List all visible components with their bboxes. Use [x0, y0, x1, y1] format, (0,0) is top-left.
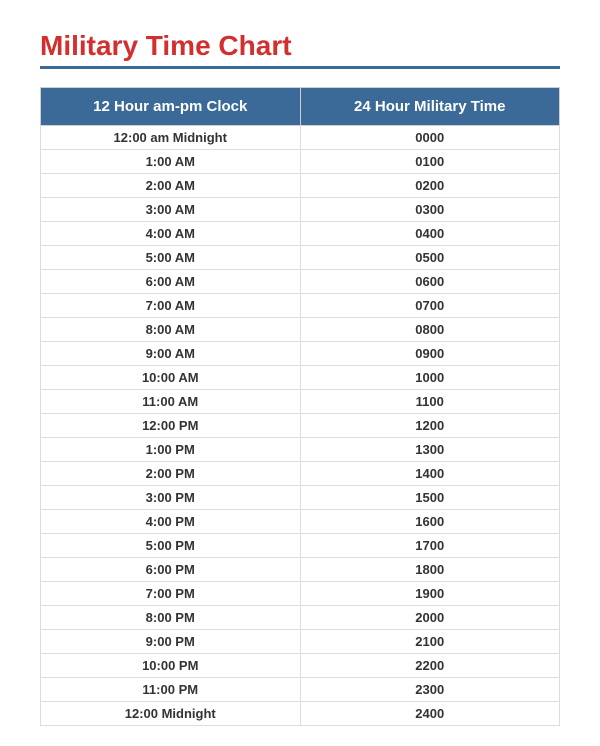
cell-24hour: 2300	[300, 678, 560, 702]
table-row: 6:00 PM1800	[41, 558, 560, 582]
cell-12hour: 1:00 PM	[41, 438, 301, 462]
cell-24hour: 2000	[300, 606, 560, 630]
cell-12hour: 8:00 AM	[41, 318, 301, 342]
cell-12hour: 9:00 AM	[41, 342, 301, 366]
cell-24hour: 1600	[300, 510, 560, 534]
table-row: 5:00 PM1700	[41, 534, 560, 558]
table-row: 3:00 PM1500	[41, 486, 560, 510]
cell-12hour: 1:00 AM	[41, 150, 301, 174]
cell-12hour: 6:00 AM	[41, 270, 301, 294]
cell-24hour: 0200	[300, 174, 560, 198]
cell-24hour: 0600	[300, 270, 560, 294]
table-row: 12:00 Midnight2400	[41, 702, 560, 726]
cell-12hour: 3:00 PM	[41, 486, 301, 510]
cell-24hour: 0100	[300, 150, 560, 174]
cell-12hour: 12:00 am Midnight	[41, 126, 301, 150]
table-row: 11:00 PM2300	[41, 678, 560, 702]
table-row: 8:00 AM0800	[41, 318, 560, 342]
cell-12hour: 10:00 AM	[41, 366, 301, 390]
cell-12hour: 12:00 PM	[41, 414, 301, 438]
cell-24hour: 0300	[300, 198, 560, 222]
table-row: 12:00 am Midnight0000	[41, 126, 560, 150]
cell-24hour: 1800	[300, 558, 560, 582]
cell-24hour: 1000	[300, 366, 560, 390]
table-row: 4:00 PM1600	[41, 510, 560, 534]
column-header-24hour: 24 Hour Military Time	[300, 88, 560, 126]
cell-12hour: 3:00 AM	[41, 198, 301, 222]
cell-24hour: 1700	[300, 534, 560, 558]
table-row: 12:00 PM1200	[41, 414, 560, 438]
cell-24hour: 1100	[300, 390, 560, 414]
cell-24hour: 0900	[300, 342, 560, 366]
cell-12hour: 5:00 AM	[41, 246, 301, 270]
table-row: 1:00 PM1300	[41, 438, 560, 462]
cell-12hour: 10:00 PM	[41, 654, 301, 678]
table-row: 10:00 AM1000	[41, 366, 560, 390]
cell-12hour: 9:00 PM	[41, 630, 301, 654]
table-row: 6:00 AM0600	[41, 270, 560, 294]
table-row: 11:00 AM1100	[41, 390, 560, 414]
cell-24hour: 0500	[300, 246, 560, 270]
cell-24hour: 1500	[300, 486, 560, 510]
cell-12hour: 11:00 AM	[41, 390, 301, 414]
cell-12hour: 8:00 PM	[41, 606, 301, 630]
cell-12hour: 4:00 PM	[41, 510, 301, 534]
cell-12hour: 2:00 PM	[41, 462, 301, 486]
table-row: 9:00 PM2100	[41, 630, 560, 654]
page-title: Military Time Chart	[40, 30, 560, 69]
cell-12hour: 11:00 PM	[41, 678, 301, 702]
cell-24hour: 1400	[300, 462, 560, 486]
cell-24hour: 2100	[300, 630, 560, 654]
cell-12hour: 4:00 AM	[41, 222, 301, 246]
cell-24hour: 0400	[300, 222, 560, 246]
table-row: 4:00 AM0400	[41, 222, 560, 246]
cell-24hour: 0800	[300, 318, 560, 342]
cell-12hour: 5:00 PM	[41, 534, 301, 558]
table-row: 9:00 AM0900	[41, 342, 560, 366]
table-row: 8:00 PM2000	[41, 606, 560, 630]
cell-12hour: 7:00 PM	[41, 582, 301, 606]
table-row: 1:00 AM0100	[41, 150, 560, 174]
table-row: 5:00 AM0500	[41, 246, 560, 270]
table-header-row: 12 Hour am-pm Clock 24 Hour Military Tim…	[41, 88, 560, 126]
table-row: 2:00 PM1400	[41, 462, 560, 486]
page-container: Military Time Chart 12 Hour am-pm Clock …	[0, 0, 600, 746]
time-chart-table: 12 Hour am-pm Clock 24 Hour Military Tim…	[40, 87, 560, 726]
table-row: 3:00 AM0300	[41, 198, 560, 222]
column-header-12hour: 12 Hour am-pm Clock	[41, 88, 301, 126]
table-row: 7:00 AM0700	[41, 294, 560, 318]
cell-24hour: 1300	[300, 438, 560, 462]
cell-12hour: 6:00 PM	[41, 558, 301, 582]
table-row: 7:00 PM1900	[41, 582, 560, 606]
table-row: 10:00 PM2200	[41, 654, 560, 678]
cell-12hour: 2:00 AM	[41, 174, 301, 198]
cell-24hour: 0700	[300, 294, 560, 318]
cell-24hour: 0000	[300, 126, 560, 150]
table-row: 2:00 AM0200	[41, 174, 560, 198]
cell-24hour: 2400	[300, 702, 560, 726]
cell-24hour: 1200	[300, 414, 560, 438]
cell-12hour: 12:00 Midnight	[41, 702, 301, 726]
cell-24hour: 1900	[300, 582, 560, 606]
cell-24hour: 2200	[300, 654, 560, 678]
cell-12hour: 7:00 AM	[41, 294, 301, 318]
